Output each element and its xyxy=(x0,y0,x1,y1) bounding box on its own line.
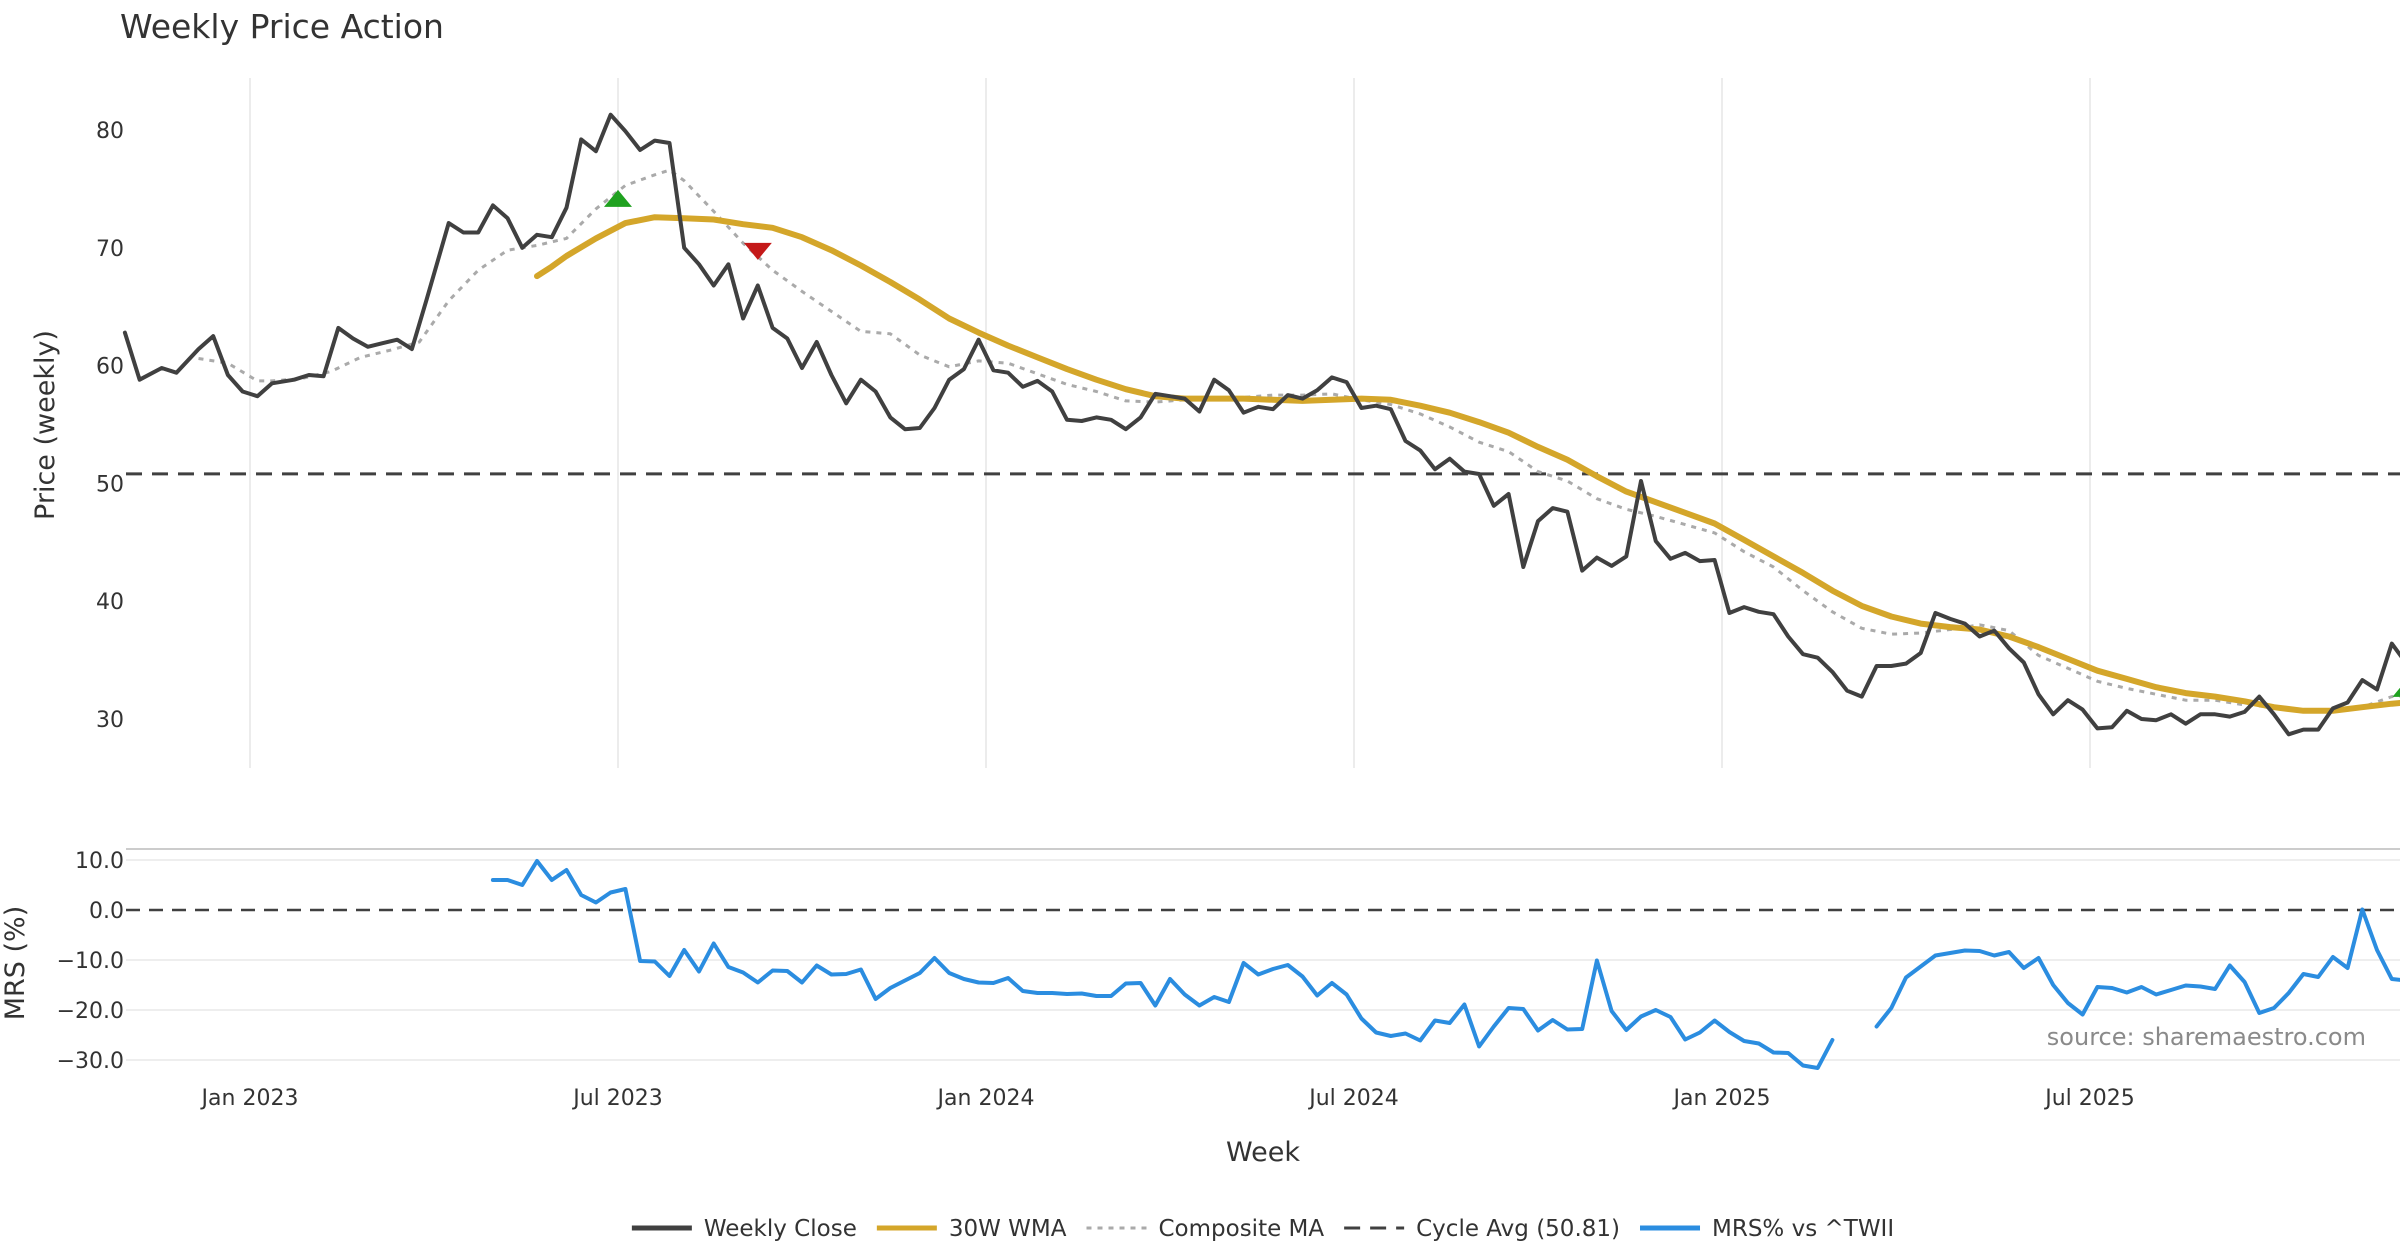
legend-item-composite-ma: Composite MA xyxy=(1086,1216,1324,1242)
x-axis: Jan 2023 Jul 2023 Jan 2024 Jul 2024 Jan 2025… xyxy=(200,1086,2135,1111)
x-tick-label: Jul 2023 xyxy=(571,1086,663,1111)
series-weekly-close xyxy=(122,112,2400,737)
series-mrs-segment xyxy=(1874,907,2400,1029)
x-tick-label: Jul 2025 xyxy=(2043,1086,2135,1111)
legend-label: Composite MA xyxy=(1158,1216,1324,1242)
legend-item-mrs-vs-twii: MRS% vs ^TWII xyxy=(1640,1216,1894,1242)
price-y-tick-label: 30 xyxy=(96,708,124,733)
legend-item-cycle-avg-50-81: Cycle Avg (50.81) xyxy=(1344,1216,1620,1242)
mrs-y-axis: 10.0 0.0 −10.0 −20.0 −30.0 xyxy=(57,849,124,1074)
legend-label: 30W WMA xyxy=(949,1216,1067,1242)
series-mrs-segment xyxy=(490,859,1835,1070)
mrs-series xyxy=(490,859,2400,1070)
source-text: source: sharemaestro.com xyxy=(2047,1023,2366,1051)
price-y-tick-label: 60 xyxy=(96,355,124,380)
x-tick-label: Jul 2024 xyxy=(1307,1086,1399,1111)
price-y-tick-label: 80 xyxy=(96,119,124,144)
legend-item-weekly-close: Weekly Close xyxy=(631,1216,857,1242)
mrs-y-tick-label: −30.0 xyxy=(57,1049,124,1074)
price-y-tick-label: 40 xyxy=(96,590,124,615)
mrs-y-tick-label: 0.0 xyxy=(89,899,124,924)
price-y-tick-label: 70 xyxy=(96,237,124,262)
mrs-grid xyxy=(126,848,2400,1061)
legend-label: Cycle Avg (50.81) xyxy=(1416,1216,1620,1242)
chart-title: Weekly Price Action xyxy=(120,7,444,46)
sell-signal-marker xyxy=(743,242,772,260)
legend-label: Weekly Close xyxy=(704,1216,857,1242)
price-y-axis: 30 40 50 60 70 80 xyxy=(96,119,124,733)
buy-signal-marker xyxy=(2392,687,2400,697)
mrs-y-axis-title: MRS (%) xyxy=(0,906,31,1021)
x-tick-label: Jan 2023 xyxy=(200,1086,299,1111)
x-axis-title: Week xyxy=(1226,1137,1300,1168)
legend-item-30w-wma: 30W WMA xyxy=(876,1216,1067,1242)
mrs-y-tick-label: −10.0 xyxy=(57,949,124,974)
price-series xyxy=(122,112,2400,737)
legend-label: MRS% vs ^TWII xyxy=(1712,1216,1894,1242)
mrs-y-tick-label: 10.0 xyxy=(75,849,124,874)
mrs-y-tick-label: −20.0 xyxy=(57,999,124,1024)
price-y-axis-title: Price (weekly) xyxy=(30,330,61,520)
legend: Weekly Close 30W WMA Composite MA Cycle Avg… xyxy=(631,1216,1894,1242)
price-y-tick-label: 50 xyxy=(96,472,124,497)
buy-signal-marker xyxy=(604,189,632,207)
x-tick-label: Jan 2024 xyxy=(936,1086,1035,1111)
series-30w-wma xyxy=(534,214,2400,714)
x-tick-label: Jan 2025 xyxy=(1672,1086,1771,1111)
